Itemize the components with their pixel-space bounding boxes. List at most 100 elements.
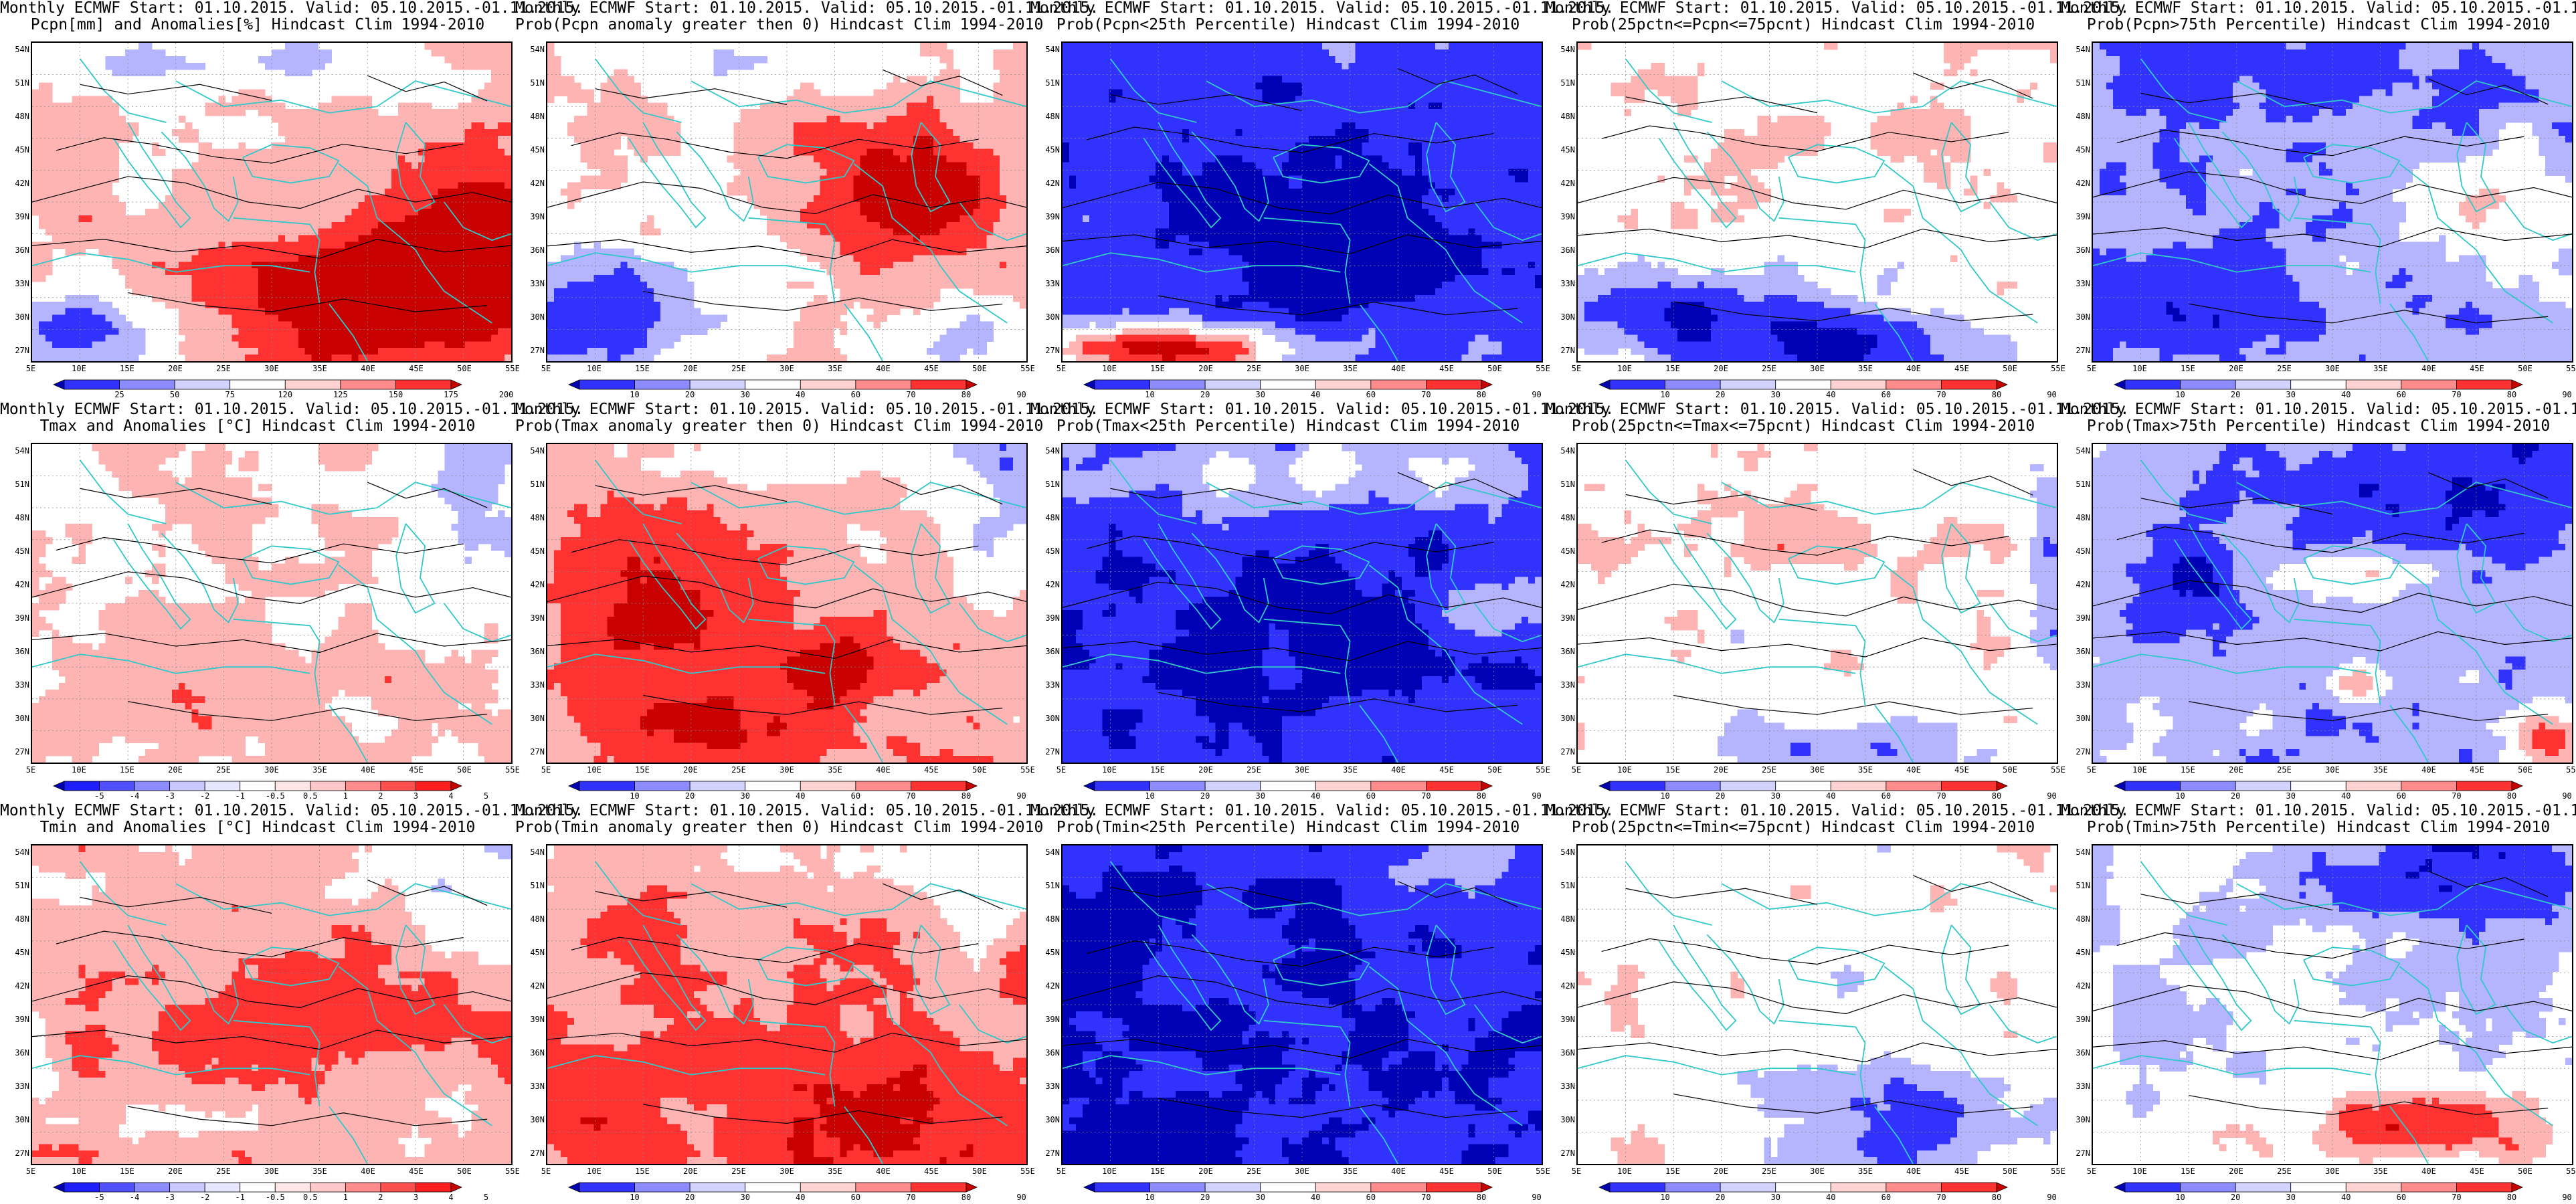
lon-label: 50E [1481, 365, 1508, 373]
colorbar-label: 10 [1137, 1193, 1164, 1201]
lon-label: 45E [1433, 1167, 1460, 1175]
lat-label: 39N [517, 213, 545, 221]
lat-label: 27N [1032, 346, 1060, 355]
panel-title-line2: Prob(25pctn<=Pcpn<=75pcnt) Hindcast Clim… [1546, 17, 2061, 33]
panel-title: Monthly ECMWF Start: 01.10.2015. Valid: … [515, 0, 1099, 33]
lon-label: 45E [1433, 766, 1460, 774]
lon-label: 45E [1948, 1167, 1975, 1175]
lat-label: 30N [1547, 313, 1575, 321]
map-panel: Monthly ECMWF Start: 01.10.2015. Valid: … [1546, 0, 2129, 401]
lon-label: 40E [2415, 365, 2442, 373]
panel-title-line2: Prob(25pctn<=Tmax<=75pcnt) Hindcast Clim… [1546, 418, 2061, 435]
colorbar-label: 80 [953, 792, 980, 800]
lat-label: 36N [1547, 246, 1575, 254]
colorbar-label: 40 [2332, 1193, 2359, 1201]
lat-label: 42N [1547, 982, 1575, 990]
colorbar-label: -0.5 [262, 792, 288, 800]
lat-label: 39N [1, 1015, 29, 1023]
colorbar-label: 40 [1817, 391, 1844, 399]
lat-label: 45N [1547, 948, 1575, 957]
lon-label: 5E [17, 365, 44, 373]
panel-title-line2: Prob(Tmin anomaly greater then 0) Hindca… [515, 819, 1043, 836]
lon-label: 30E [773, 365, 800, 373]
lat-label: 45N [1032, 948, 1060, 957]
lon-label: 35E [822, 766, 848, 774]
contours [32, 880, 511, 1126]
colorbar-label: -3 [157, 1193, 183, 1201]
lon-label: 20E [1708, 365, 1734, 373]
colorbar [1083, 781, 1493, 791]
lon-label: 55E [2560, 1167, 2576, 1175]
map-panel: Monthly ECMWF Start: 01.10.2015. Valid: … [1030, 0, 1614, 401]
map-field [1063, 444, 1542, 763]
lon-label: 5E [2078, 1167, 2105, 1175]
colorbar-label: 75 [217, 391, 244, 399]
lon-label: 30E [2319, 365, 2346, 373]
lat-label: 42N [1547, 179, 1575, 187]
colorbar [2114, 781, 2523, 791]
lon-label: 35E [306, 1167, 333, 1175]
lat-label: 48N [1, 514, 29, 522]
colorbar-label: 30 [1762, 792, 1789, 800]
colorbar-label: 70 [1412, 391, 1439, 399]
shaded-field [1063, 444, 1542, 763]
map-area [1576, 443, 2058, 764]
lat-label: 39N [1, 213, 29, 221]
colorbar-label: 40 [787, 792, 814, 800]
lat-label: 36N [1032, 246, 1060, 254]
lat-label: 33N [1, 681, 29, 689]
lon-label: 40E [355, 766, 381, 774]
colorbar-label: 60 [1358, 391, 1384, 399]
colorbar-label: 20 [1192, 1193, 1218, 1201]
map-area [2092, 41, 2573, 363]
map-field [2093, 444, 2572, 763]
colorbar-label: 80 [1468, 391, 1495, 399]
contours [2093, 78, 2572, 324]
colorbar-label: 125 [327, 391, 354, 399]
lon-label: 5E [1048, 365, 1075, 373]
map-field [2093, 43, 2572, 361]
lat-label: 33N [2062, 1082, 2090, 1090]
map-panel: Monthly ECMWF Start: 01.10.2015. Valid: … [0, 0, 583, 401]
lat-label: 48N [1032, 915, 1060, 923]
map-area [31, 41, 513, 363]
lat-label: 27N [2062, 346, 2090, 355]
lat-label: 36N [517, 1049, 545, 1057]
colorbar-label: 5 [473, 1193, 500, 1201]
map-area [1061, 41, 1543, 363]
lat-label: 36N [1032, 647, 1060, 656]
colorbar-label: 80 [1983, 391, 2010, 399]
map-panel: Monthly ECMWF Start: 01.10.2015. Valid: … [1546, 803, 2129, 1204]
panel-title-line1: Monthly ECMWF Start: 01.10.2015. Valid: … [515, 0, 1099, 17]
lon-label: 55E [499, 766, 526, 774]
lon-label: 5E [533, 365, 559, 373]
colorbar-label: 40 [787, 391, 814, 399]
lat-label: 51N [517, 882, 545, 890]
lat-label: 54N [1547, 45, 1575, 54]
lon-label: 25E [725, 1167, 752, 1175]
lat-label: 30N [517, 313, 545, 321]
lon-label: 40E [355, 365, 381, 373]
lon-label: 50E [966, 365, 993, 373]
lat-label: 39N [1032, 614, 1060, 622]
colorbar-label: -1 [227, 1193, 254, 1201]
lon-label: 50E [2512, 1167, 2539, 1175]
lat-label: 51N [2062, 79, 2090, 87]
lon-label: 55E [2045, 766, 2072, 774]
lon-label: 25E [1756, 1167, 1782, 1175]
lon-label: 40E [1900, 365, 1927, 373]
colorbar-label: 70 [1412, 1193, 1439, 1201]
colorbar-swatches [53, 379, 462, 390]
lon-label: 35E [1852, 766, 1879, 774]
colorbar-label: 70 [1412, 792, 1439, 800]
colorbar-label: -4 [121, 1193, 148, 1201]
lon-label: 5E [1563, 766, 1590, 774]
lon-label: 20E [1192, 1167, 1219, 1175]
lat-label: 27N [517, 748, 545, 756]
lat-label: 42N [2062, 179, 2090, 187]
colorbar-label: 10 [2167, 1193, 2194, 1201]
lon-label: 55E [1530, 365, 1556, 373]
lon-label: 55E [2045, 365, 2072, 373]
contours [1578, 72, 2057, 322]
